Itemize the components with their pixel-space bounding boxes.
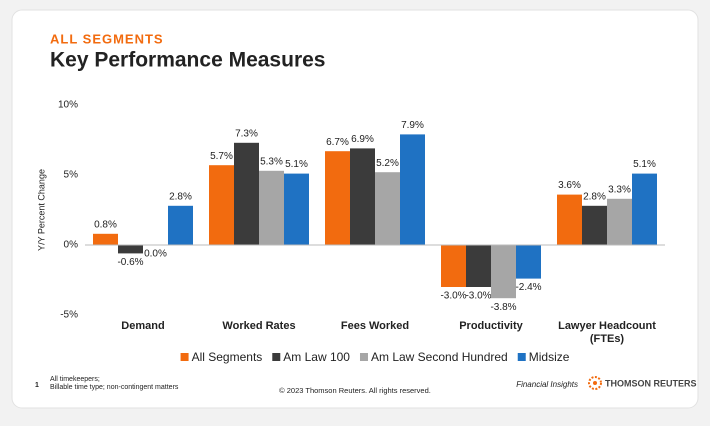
value-label: -3.0%: [465, 291, 491, 302]
value-label: -0.6%: [117, 257, 143, 268]
x-tick-label: Demand: [121, 320, 165, 332]
bar: [607, 198, 632, 245]
bar: [209, 165, 234, 245]
bar: [350, 148, 375, 245]
bar: [284, 173, 309, 245]
y-axis-title: Y/Y Percent Change: [36, 169, 46, 251]
bar: [441, 245, 466, 287]
value-label: 5.2%: [376, 158, 399, 169]
bar: [168, 205, 193, 245]
value-label: 3.3%: [608, 184, 631, 195]
bar: [400, 134, 425, 245]
bar: [325, 151, 350, 245]
bar: [259, 170, 284, 245]
copyright: © 2023 Thomson Reuters. All rights reser…: [279, 386, 431, 395]
value-label: 2.8%: [169, 191, 192, 202]
bar: [582, 205, 607, 245]
value-label: 7.9%: [401, 120, 424, 131]
legend-swatch: [272, 353, 281, 361]
legend-label: Am Law Second Hundred: [371, 350, 508, 364]
bar: [516, 245, 541, 279]
y-tick-label: -5%: [60, 310, 78, 321]
chart-subtitle: ALL SEGMENTS: [50, 31, 164, 46]
value-label: -2.4%: [515, 282, 541, 293]
legend-swatch: [517, 353, 526, 361]
bar: [491, 245, 516, 299]
footnote-number: 1: [35, 382, 39, 389]
footnote: All timekeepers;: [50, 376, 100, 383]
value-label: 6.9%: [351, 134, 374, 145]
x-tick-label: Productivity: [459, 320, 523, 332]
value-label: 6.7%: [326, 137, 349, 148]
legend-label: Am Law 100: [283, 350, 350, 364]
value-label: 0.8%: [94, 219, 117, 230]
value-label: -3.8%: [490, 302, 516, 313]
value-label: 2.8%: [583, 191, 606, 202]
bar: [234, 142, 259, 245]
legend-label: All Segments: [192, 350, 263, 364]
value-label: 5.7%: [210, 151, 233, 162]
legend-swatch: [180, 353, 189, 361]
bar: [375, 172, 400, 245]
y-tick-label: 5%: [64, 170, 79, 181]
x-tick-label: Worked Rates: [222, 320, 296, 332]
value-label: -3.0%: [440, 291, 466, 302]
value-label: 3.6%: [558, 180, 581, 191]
tagline: Financial Insights: [516, 380, 578, 389]
footnote: Billable time type; non-contingent matte…: [50, 384, 179, 391]
chart-title: Key Performance Measures: [50, 49, 325, 72]
y-tick-label: 10%: [58, 100, 78, 111]
bar: [632, 173, 657, 245]
value-label: 5.1%: [633, 159, 656, 170]
bar: [93, 233, 118, 245]
x-tick-label: Lawyer Headcount (FTEs): [558, 320, 656, 345]
bar: [466, 245, 491, 287]
bar: [557, 194, 582, 245]
bar: [118, 245, 143, 254]
logo-icon: [588, 376, 602, 390]
value-label: 5.3%: [260, 156, 283, 167]
value-label: 5.1%: [285, 159, 308, 170]
legend-swatch: [359, 353, 368, 361]
brand: THOMSON REUTERS: [605, 378, 697, 388]
y-tick-label: 0%: [64, 240, 79, 251]
x-tick-label: Fees Worked: [340, 320, 410, 332]
legend: All Segments Am Law 100 Am Law Second Hund…: [180, 350, 570, 364]
legend-label: Midsize: [529, 350, 570, 364]
value-label: 7.3%: [235, 128, 258, 139]
value-label: 0.0%: [144, 249, 167, 260]
